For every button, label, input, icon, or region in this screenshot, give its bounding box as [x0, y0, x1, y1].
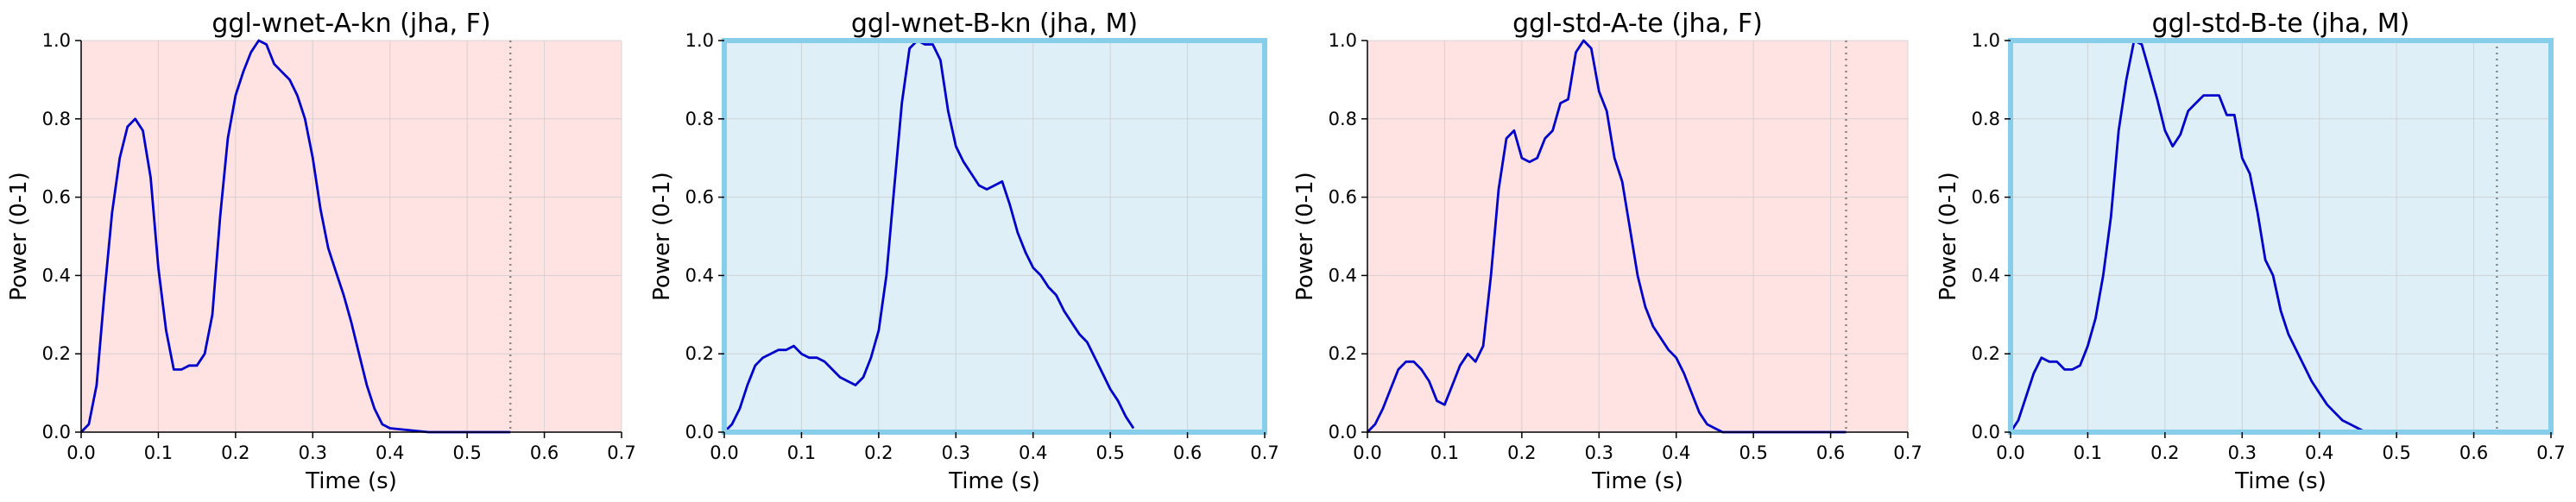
- x-tick-label: 0.1: [1430, 442, 1459, 463]
- y-tick-label: 0.4: [1329, 265, 1357, 286]
- plot-border: [722, 38, 1267, 435]
- y-tick-label: 0.8: [1329, 109, 1357, 129]
- x-tick-label: 0.5: [1739, 442, 1767, 463]
- y-tick-label: 0.6: [1329, 187, 1357, 208]
- x-tick-label: 0.4: [1019, 442, 1047, 463]
- plot-area: [1367, 41, 1908, 432]
- x-tick-label: 0.6: [530, 442, 559, 463]
- x-tick-label: 0.7: [1250, 442, 1279, 463]
- x-tick-label: 0.6: [1816, 442, 1845, 463]
- x-tick-label: 0.4: [376, 442, 404, 463]
- y-tick-label: 0.2: [42, 343, 71, 364]
- y-tick-label: 0.0: [1329, 422, 1357, 442]
- x-tick-label: 0.2: [864, 442, 893, 463]
- y-axis-label: Power (0-1): [6, 172, 32, 301]
- x-axis-label: Time (s): [1591, 468, 1683, 494]
- y-tick-label: 0.6: [1972, 187, 2000, 208]
- x-tick-label: 0.2: [2150, 442, 2179, 463]
- x-tick-label: 0.7: [2536, 442, 2565, 463]
- y-tick-label: 1.0: [1972, 30, 2000, 51]
- y-tick-label: 0.8: [1972, 109, 2000, 129]
- x-tick-label: 0.1: [787, 442, 816, 463]
- x-tick-label: 0.6: [1173, 442, 1202, 463]
- y-tick-label: 0.6: [685, 187, 714, 208]
- y-tick-label: 1.0: [685, 30, 714, 51]
- y-tick-label: 0.0: [685, 422, 714, 442]
- plot-area: [81, 41, 622, 432]
- x-tick-label: 0.3: [942, 442, 970, 463]
- y-tick-label: 0.0: [1972, 422, 2000, 442]
- x-tick-label: 0.2: [221, 442, 249, 463]
- x-tick-label: 0.1: [144, 442, 173, 463]
- y-tick-label: 0.8: [42, 109, 71, 129]
- x-tick-label: 0.1: [2074, 442, 2102, 463]
- y-tick-label: 1.0: [42, 30, 71, 51]
- x-tick-label: 0.0: [1996, 442, 2024, 463]
- x-axis-label: Time (s): [305, 468, 397, 494]
- x-axis-label: Time (s): [2234, 468, 2327, 494]
- plot-border: [2008, 38, 2554, 435]
- x-tick-label: 0.4: [2305, 442, 2333, 463]
- chart-panel-2: 0.0 0.1 0.2 0.3 0.4 0.5 0.6 0.7 0.0 0.2 0.4 0.6 0.8 1…: [649, 9, 1279, 494]
- x-tick-label: 0.7: [607, 442, 635, 463]
- y-tick-label: 1.0: [1329, 30, 1357, 51]
- y-tick-label: 0.0: [42, 422, 71, 442]
- power-series-line: [79, 39, 511, 434]
- chart-title: ggl-std-B-te (jha, M): [2152, 9, 2410, 39]
- y-tick-label: 0.2: [1329, 343, 1357, 364]
- x-tick-label: 0.5: [2382, 442, 2410, 463]
- x-axis-label: Time (s): [948, 468, 1040, 494]
- x-tick-label: 0.0: [66, 442, 95, 463]
- x-tick-label: 0.3: [1585, 442, 1613, 463]
- x-tick-label: 0.6: [2459, 442, 2488, 463]
- y-axis-label: Power (0-1): [1935, 172, 1961, 301]
- power-series-line: [723, 39, 1135, 433]
- y-tick-label: 0.8: [685, 109, 714, 129]
- plot-area: [2011, 41, 2551, 432]
- chart-panel-1: 0.0 0.1 0.2 0.3 0.4 0.5 0.6 0.7 0.0 0.2 0.4 0.6 0.8 1…: [6, 9, 636, 494]
- chart-title: ggl-std-A-te (jha, F): [1512, 9, 1763, 39]
- y-tick-label: 0.4: [42, 265, 71, 286]
- x-tick-label: 0.7: [1893, 442, 1922, 463]
- x-tick-label: 0.4: [1662, 442, 1690, 463]
- y-tick-label: 0.4: [1972, 265, 2000, 286]
- power-series-line: [1366, 39, 1847, 434]
- y-tick-label: 0.2: [1972, 343, 2000, 364]
- plot-area: [724, 41, 1265, 432]
- x-tick-label: 0.0: [710, 442, 738, 463]
- chart-title: ggl-wnet-B-kn (jha, M): [851, 9, 1138, 39]
- x-tick-label: 0.3: [2228, 442, 2257, 463]
- power-series-line: [2009, 39, 2382, 434]
- x-tick-label: 0.2: [1507, 442, 1536, 463]
- y-axis-label: Power (0-1): [649, 172, 675, 301]
- chart-panel-3: 0.0 0.1 0.2 0.3 0.4 0.5 0.6 0.7 0.0 0.2 0.4 0.6 0.8 1…: [1292, 9, 1923, 494]
- x-tick-label: 0.5: [452, 442, 481, 463]
- x-tick-label: 0.0: [1353, 442, 1381, 463]
- y-tick-label: 0.2: [685, 343, 714, 364]
- chart-panel-4: 0.0 0.1 0.2 0.3 0.4 0.5 0.6 0.7 0.0 0.2 0.4 0.6 0.8 1…: [1935, 9, 2566, 494]
- x-tick-label: 0.3: [299, 442, 327, 463]
- x-tick-label: 0.5: [1095, 442, 1124, 463]
- chart-title: ggl-wnet-A-kn (jha, F): [212, 9, 490, 39]
- y-tick-label: 0.6: [42, 187, 71, 208]
- y-axis-label: Power (0-1): [1292, 172, 1318, 301]
- y-tick-label: 0.4: [685, 265, 714, 286]
